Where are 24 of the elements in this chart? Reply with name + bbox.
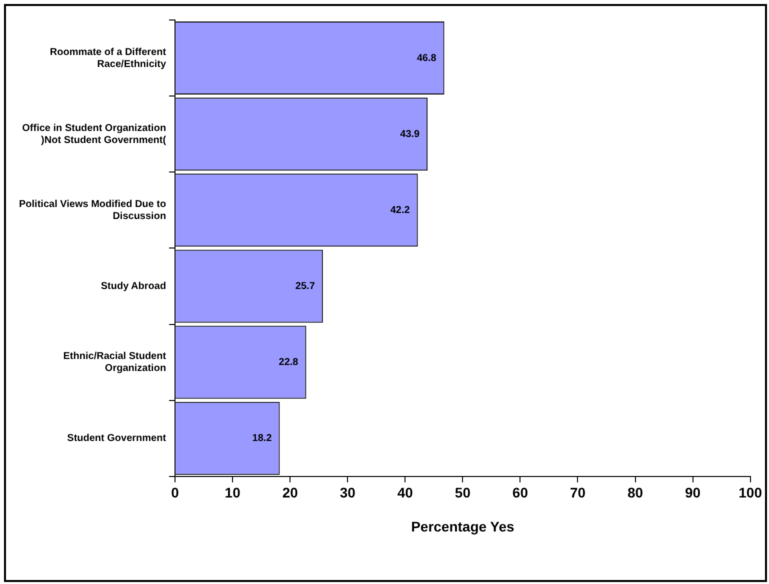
x-tick-label: 60 — [512, 484, 528, 501]
y-tick-label: Ethnic/Racial Student Organization — [63, 351, 167, 374]
data-label: 46.8 — [416, 52, 437, 64]
data-label: 18.2 — [252, 433, 272, 444]
x-tick-label: 20 — [282, 484, 298, 501]
x-tick-label: 0 — [171, 484, 180, 501]
y-tick-label: Roommate of a Different Race/Ethnicity — [50, 46, 167, 70]
data-label: 42.2 — [390, 204, 410, 216]
data-label: 25.7 — [295, 280, 316, 292]
x-tick-label: 50 — [454, 484, 471, 501]
x-tick-label: 70 — [570, 484, 586, 501]
x-tick-label: 100 — [738, 484, 762, 501]
y-tick-label: Study Abroad — [100, 280, 166, 292]
y-tick-label: Student Government — [67, 433, 167, 444]
x-tick-label: 10 — [224, 484, 241, 501]
data-label: 43.9 — [400, 128, 420, 140]
x-tick-label: 30 — [340, 484, 356, 501]
data-label: 22.8 — [278, 357, 299, 368]
y-tick-label: Office in Student Organization )Not Student Government( — [22, 122, 167, 146]
y-tick-label: Political Views Modified Due to Discussion — [19, 198, 166, 222]
x-tick-label: 90 — [685, 484, 701, 501]
x-axis-title: Percentage Yes — [411, 518, 515, 534]
x-tick-label: 40 — [397, 484, 414, 501]
x-tick-label: 80 — [627, 484, 644, 501]
